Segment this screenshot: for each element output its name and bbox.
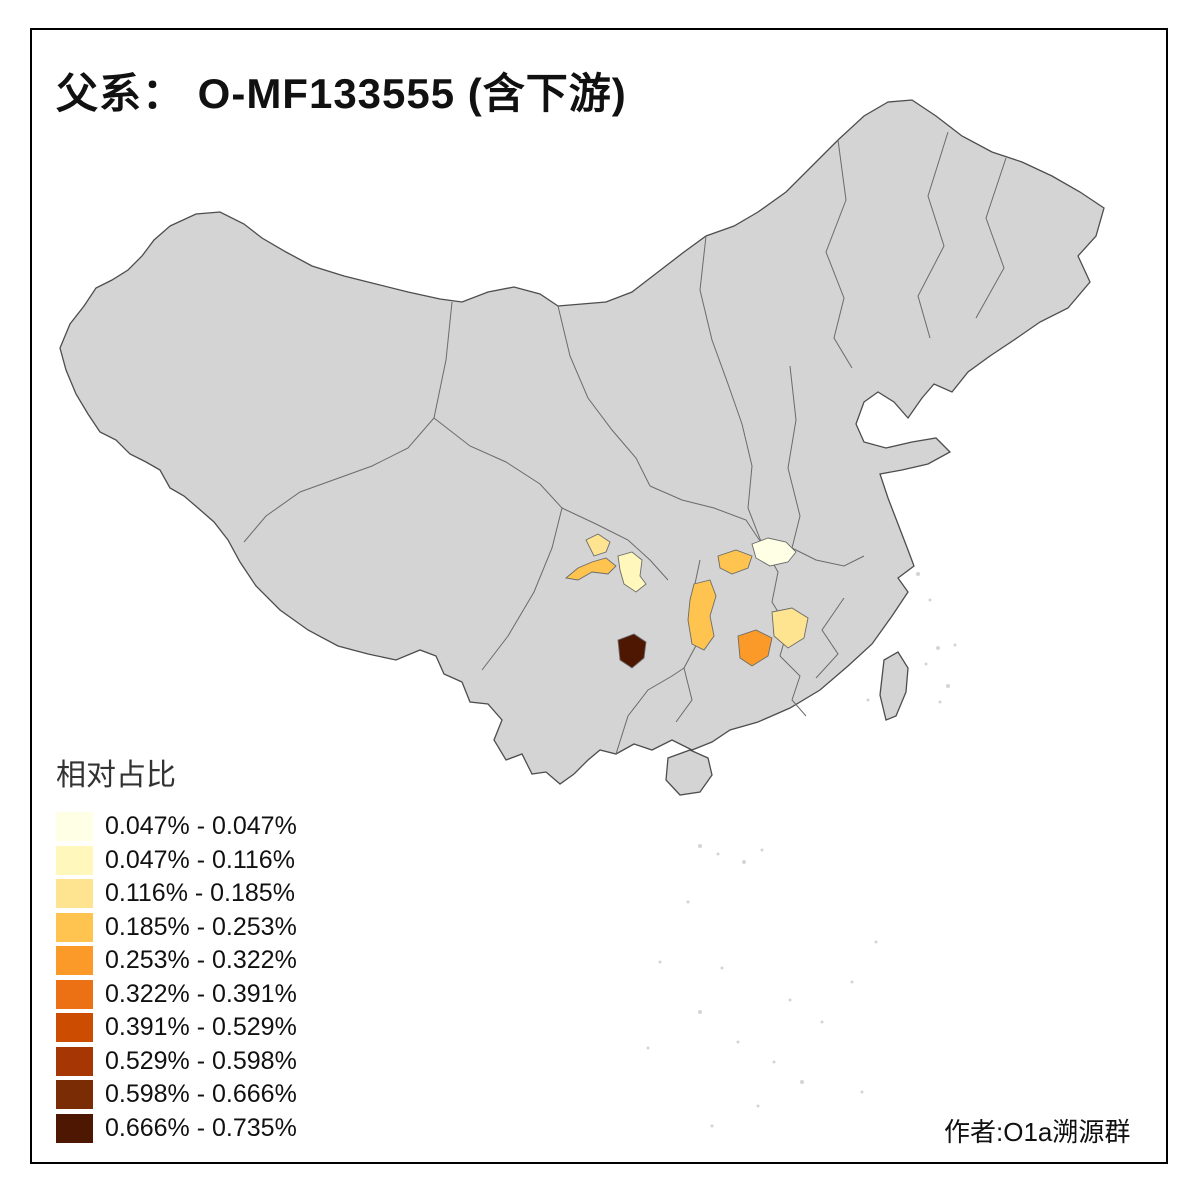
- legend-entry: 0.116% - 0.185%: [56, 877, 297, 911]
- legend-entry: 0.253% - 0.322%: [56, 944, 297, 978]
- legend-label: 0.666% - 0.735%: [105, 1113, 297, 1142]
- legend-label: 0.047% - 0.047%: [105, 812, 297, 841]
- legend-entry: 0.047% - 0.116%: [56, 844, 297, 878]
- legend-label: 0.116% - 0.185%: [105, 879, 295, 908]
- legend-list: 0.047% - 0.047% 0.047% - 0.116% 0.116% -…: [56, 810, 297, 1145]
- highlight-region: [737, 629, 773, 667]
- legend-swatch: [56, 979, 93, 1009]
- hainan-island: [665, 749, 713, 796]
- legend-swatch: [56, 946, 93, 976]
- highlight-region: [585, 533, 611, 557]
- legend-label: 0.529% - 0.598%: [105, 1046, 297, 1075]
- legend-swatch: [56, 812, 93, 842]
- taiwan-island: [879, 651, 909, 721]
- legend-entry: 0.185% - 0.253%: [56, 911, 297, 945]
- legend-swatch: [56, 912, 93, 942]
- highlight-region: [717, 549, 753, 575]
- legend-entry: 0.391% - 0.529%: [56, 1011, 297, 1045]
- legend-entry: 0.322% - 0.391%: [56, 978, 297, 1012]
- highlight-region: [751, 537, 797, 567]
- highlight-region: [687, 579, 717, 651]
- legend-swatch: [56, 1113, 93, 1143]
- legend-entry: 0.666% - 0.735%: [56, 1112, 297, 1146]
- highlight-region: [564, 557, 617, 581]
- legend-title: 相对占比: [56, 759, 176, 792]
- legend-entry: 0.598% - 0.666%: [56, 1078, 297, 1112]
- legend-label: 0.322% - 0.391%: [105, 979, 297, 1008]
- legend-swatch: [56, 845, 93, 875]
- highlight-region: [617, 633, 647, 669]
- highlight-regions: [564, 533, 809, 669]
- legend-swatch: [56, 1046, 93, 1076]
- author-credit: 作者:O1a溯源群: [944, 1117, 1131, 1147]
- small-islands: [646, 572, 957, 1128]
- highlight-region: [771, 607, 809, 649]
- legend-entry: 0.529% - 0.598%: [56, 1045, 297, 1079]
- legend-label: 0.047% - 0.116%: [105, 845, 295, 874]
- map-title: 父系： O-MF133555 (含下游): [56, 70, 627, 117]
- highlight-region: [617, 551, 647, 593]
- legend-swatch: [56, 879, 93, 909]
- legend-label: 0.598% - 0.666%: [105, 1080, 297, 1109]
- legend-label: 0.253% - 0.322%: [105, 946, 297, 975]
- legend-swatch: [56, 1013, 93, 1043]
- legend-swatch: [56, 1080, 93, 1110]
- legend-label: 0.185% - 0.253%: [105, 912, 297, 941]
- mainland-china: [59, 99, 1105, 785]
- legend: 相对占比 0.047% - 0.047% 0.047% - 0.116% 0.1…: [56, 750, 297, 1145]
- legend-label: 0.391% - 0.529%: [105, 1013, 297, 1042]
- legend-entry: 0.047% - 0.047%: [56, 810, 297, 844]
